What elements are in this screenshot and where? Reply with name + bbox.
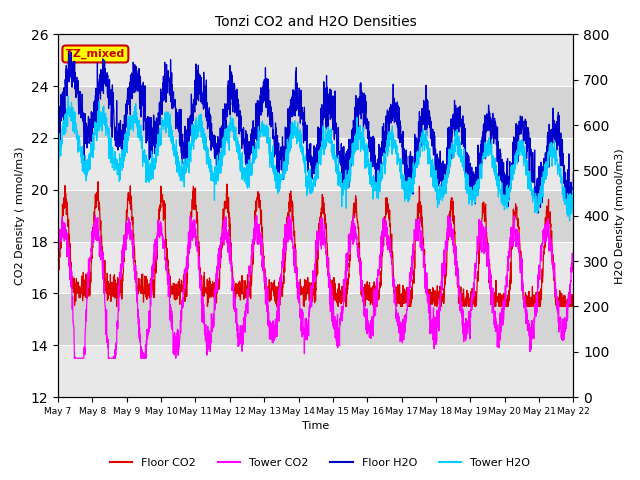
Title: Tonzi CO2 and H2O Densities: Tonzi CO2 and H2O Densities xyxy=(215,15,417,29)
Bar xyxy=(58,241,573,293)
Text: TZ_mixed: TZ_mixed xyxy=(66,49,125,59)
Bar xyxy=(58,138,573,190)
Bar xyxy=(58,293,573,345)
Bar xyxy=(58,345,573,397)
Legend: Floor CO2, Tower CO2, Floor H2O, Tower H2O: Floor CO2, Tower CO2, Floor H2O, Tower H… xyxy=(105,453,535,472)
Bar xyxy=(58,190,573,241)
X-axis label: Time: Time xyxy=(302,421,330,432)
Bar xyxy=(58,35,573,86)
Y-axis label: H2O Density (mmol/m3): H2O Density (mmol/m3) xyxy=(615,148,625,284)
Bar xyxy=(58,86,573,138)
Y-axis label: CO2 Density ( mmol/m3): CO2 Density ( mmol/m3) xyxy=(15,146,25,285)
